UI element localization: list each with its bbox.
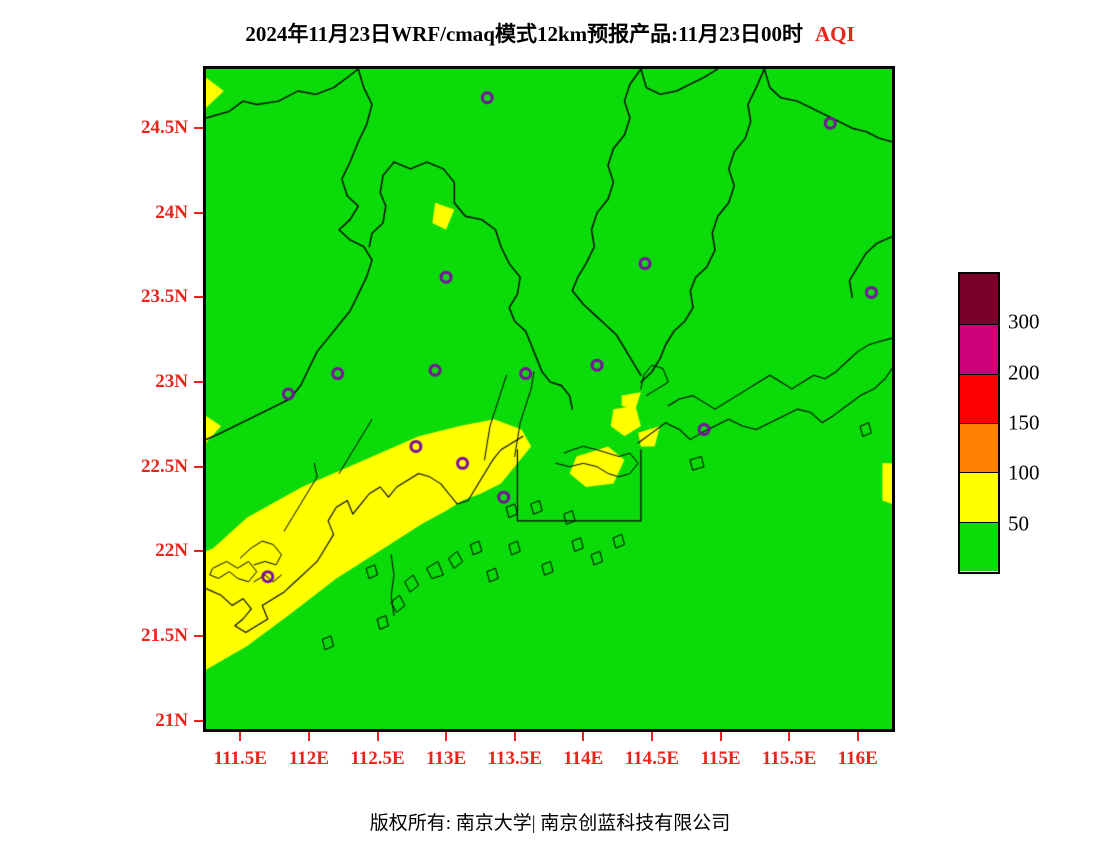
y-axis-tick-mark xyxy=(194,550,203,553)
x-axis-tick-mark xyxy=(582,732,585,741)
y-axis-tick-label: 24.5N xyxy=(141,117,188,139)
y-axis-tick-mark xyxy=(194,381,203,384)
aqi-forecast-map xyxy=(206,69,892,729)
colorbar-label: 50 xyxy=(1008,511,1029,536)
x-axis-tick-mark xyxy=(788,732,791,741)
y-axis-tick-mark xyxy=(194,465,203,468)
x-axis-tick-label: 114E xyxy=(563,748,604,769)
x-axis-tick-mark xyxy=(239,732,242,741)
y-axis-tick-label: 24N xyxy=(155,201,188,223)
y-axis-tick-label: 22.5N xyxy=(141,455,188,477)
y-axis-tick-label: 23.5N xyxy=(141,286,188,308)
y-axis-tick-label: 22N xyxy=(155,540,188,562)
colorbar-band-severe xyxy=(960,274,998,325)
colorbar-label: 200 xyxy=(1008,360,1040,385)
x-axis-tick-label: 115.5E xyxy=(761,748,817,769)
x-axis-tick-label: 114.5E xyxy=(624,748,680,769)
x-axis-tick-mark xyxy=(445,732,448,741)
colorbar-band-unhealthy-sensitive xyxy=(960,422,998,473)
x-axis-tick-mark xyxy=(307,732,310,741)
y-axis-tick-mark xyxy=(194,719,203,722)
x-axis-tick-label: 112E xyxy=(288,748,329,769)
colorbar-band-very-unhealthy xyxy=(960,324,998,374)
y-axis-tick-mark xyxy=(194,296,203,299)
x-axis-tick-mark xyxy=(719,732,722,741)
x-axis-tick-mark xyxy=(650,732,653,741)
x-axis-tick-label: 111.5E xyxy=(213,748,267,769)
x-axis-tick-label: 113E xyxy=(426,748,467,769)
colorbar-label: 300 xyxy=(1008,309,1040,334)
y-axis-tick-label: 23N xyxy=(155,371,188,393)
colorbar-band-moderate xyxy=(960,472,998,522)
colorbar-band-unhealthy xyxy=(960,373,998,423)
y-axis-tick-label: 21N xyxy=(155,709,188,731)
map-plot-area xyxy=(203,66,895,732)
x-axis-tick-mark xyxy=(513,732,516,741)
y-axis-tick-mark xyxy=(194,127,203,130)
page-title-main: 2024年11月23日WRF/cmaq模式12km预报产品:11月23日00时 xyxy=(245,22,803,46)
colorbar-label: 150 xyxy=(1008,410,1040,435)
x-axis-tick-label: 115E xyxy=(700,748,741,769)
x-axis-tick-label: 112.5E xyxy=(350,748,405,769)
x-axis-tick-mark xyxy=(376,732,379,741)
page-title: 2024年11月23日WRF/cmaq模式12km预报产品:11月23日00时 A… xyxy=(0,18,1100,48)
x-axis-tick-label: 113.5E xyxy=(487,748,542,769)
page-title-variable: AQI xyxy=(814,22,855,46)
y-axis-tick-mark xyxy=(194,211,203,214)
y-axis-tick-label: 21.5N xyxy=(141,624,188,646)
colorbar-label: 100 xyxy=(1008,460,1040,485)
aqi-colorbar xyxy=(958,272,1000,574)
copyright-footer: 版权所有: 南京大学| 南京创蓝科技有限公司 xyxy=(369,813,731,834)
x-axis-tick-label: 116E xyxy=(837,748,878,769)
y-axis-tick-mark xyxy=(194,634,203,637)
x-axis-tick-mark xyxy=(856,732,859,741)
colorbar-band-good xyxy=(960,521,998,571)
